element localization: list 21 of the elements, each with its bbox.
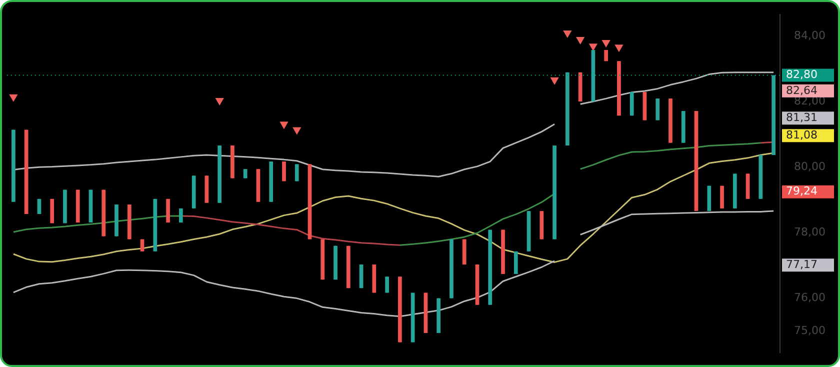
y-tick-label: 75,00	[794, 324, 826, 337]
y-tick-label: 76,00	[794, 291, 826, 304]
point	[550, 77, 559, 84]
text: 77,17	[786, 258, 818, 272]
text: 81,08	[786, 128, 818, 142]
y-tick-label: 84,00	[794, 28, 826, 42]
y-tick-label: 80,00	[794, 160, 826, 173]
point	[589, 44, 598, 51]
y-tick-label: 78,00	[794, 226, 826, 239]
point	[280, 122, 288, 129]
point	[614, 44, 623, 52]
ref-line-label: 82,80	[786, 68, 818, 82]
point	[602, 40, 610, 47]
point	[9, 94, 18, 102]
text: 81,31	[786, 111, 818, 124]
text: 82,64	[786, 84, 818, 97]
point	[216, 98, 224, 106]
text: 79,24	[786, 184, 818, 198]
point	[563, 30, 572, 38]
point	[576, 37, 584, 44]
point	[292, 127, 301, 134]
